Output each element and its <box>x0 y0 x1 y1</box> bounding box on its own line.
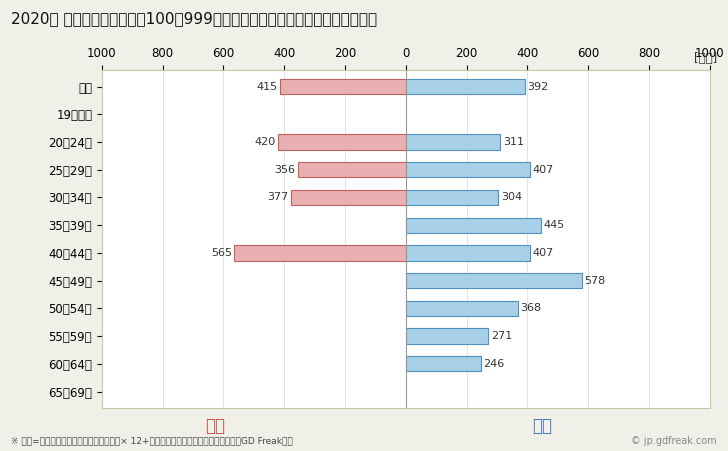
Text: 415: 415 <box>256 82 277 92</box>
Text: 304: 304 <box>501 193 522 202</box>
Text: 246: 246 <box>483 359 505 369</box>
Text: 445: 445 <box>544 220 565 230</box>
Text: 368: 368 <box>520 304 541 313</box>
Bar <box>406 79 525 94</box>
Bar <box>234 245 406 261</box>
Bar <box>406 217 541 233</box>
Text: 420: 420 <box>255 137 276 147</box>
Text: 407: 407 <box>532 165 553 175</box>
Bar <box>406 245 529 261</box>
Bar <box>406 162 529 177</box>
Bar <box>406 273 582 288</box>
Bar <box>406 190 498 205</box>
Text: 565: 565 <box>210 248 232 258</box>
Bar <box>406 134 500 150</box>
Bar <box>298 162 406 177</box>
Text: [万円]: [万円] <box>694 52 717 65</box>
Bar <box>291 190 406 205</box>
Bar <box>406 301 518 316</box>
Text: 311: 311 <box>503 137 524 147</box>
Text: ※ 年収=「きまって支給する現金給与額」× 12+「年間賞与その他特別給与額」としてGD Freak推計: ※ 年収=「きまって支給する現金給与額」× 12+「年間賞与その他特別給与額」と… <box>11 437 293 446</box>
Bar <box>280 79 406 94</box>
Text: 407: 407 <box>532 248 553 258</box>
Text: 578: 578 <box>584 276 605 285</box>
Text: 2020年 民間企業（従業者数100～999人）フルタイム労働者の男女別平均年収: 2020年 民間企業（従業者数100～999人）フルタイム労働者の男女別平均年収 <box>11 11 377 26</box>
Bar <box>406 356 480 372</box>
Bar <box>406 328 488 344</box>
Text: © jp.gdfreak.com: © jp.gdfreak.com <box>631 436 717 446</box>
Text: 392: 392 <box>527 82 549 92</box>
Text: 377: 377 <box>268 193 289 202</box>
Text: 男性: 男性 <box>532 417 553 435</box>
Text: 271: 271 <box>491 331 512 341</box>
Text: 356: 356 <box>274 165 296 175</box>
Text: 女性: 女性 <box>205 417 225 435</box>
Bar <box>278 134 406 150</box>
